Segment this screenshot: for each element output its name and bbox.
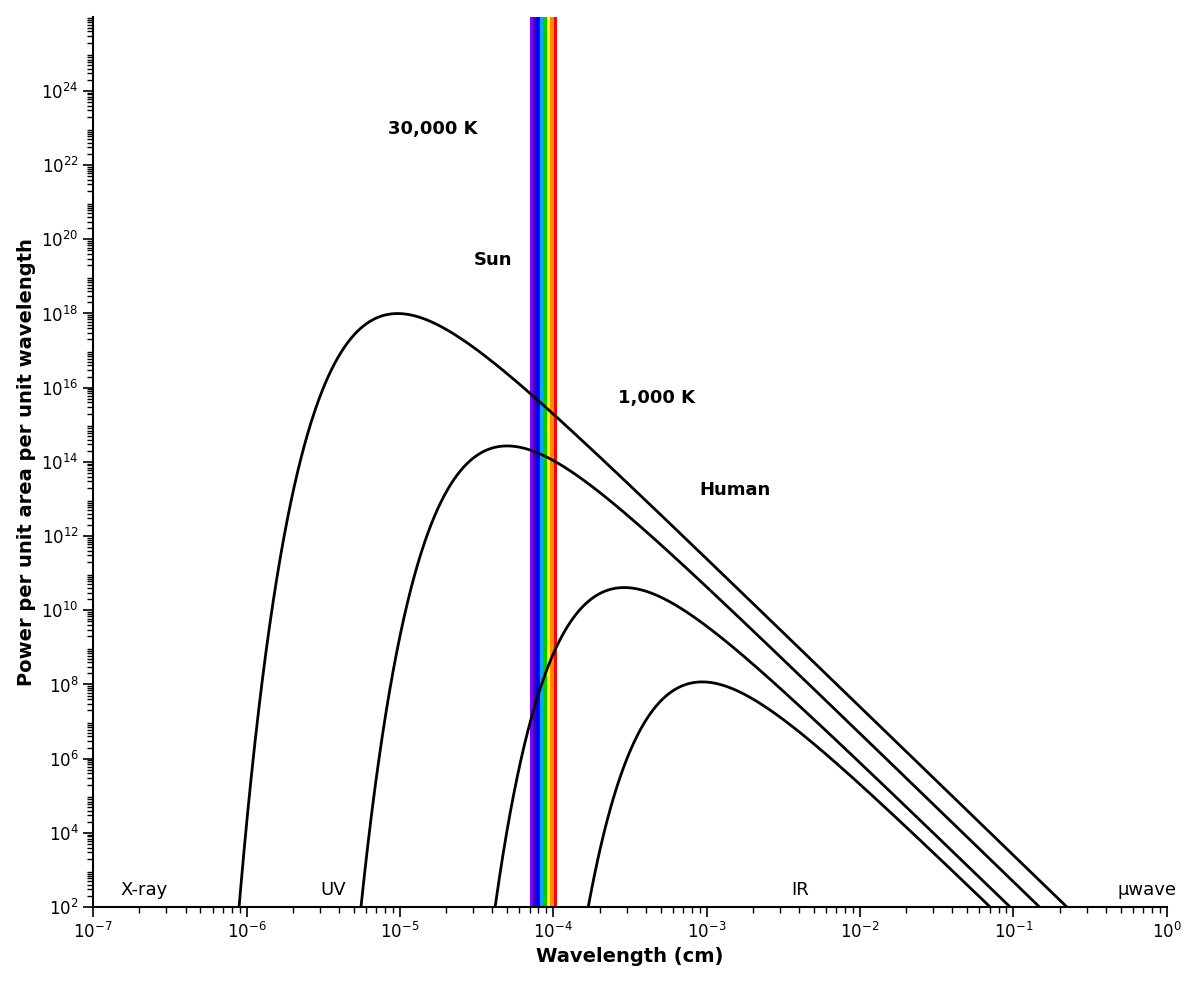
Bar <box>547 17 551 907</box>
Bar <box>536 17 540 907</box>
Text: X-ray: X-ray <box>121 881 168 899</box>
X-axis label: Wavelength (cm): Wavelength (cm) <box>536 948 724 966</box>
Text: Human: Human <box>700 482 770 499</box>
Text: 1,000 K: 1,000 K <box>618 388 695 407</box>
Text: 30,000 K: 30,000 K <box>388 120 478 138</box>
Text: μwave: μwave <box>1117 881 1177 899</box>
Bar <box>553 17 557 907</box>
Bar <box>529 17 533 907</box>
Y-axis label: Power per unit area per unit wavelength: Power per unit area per unit wavelength <box>17 238 36 686</box>
Bar <box>551 17 553 907</box>
Bar <box>533 17 536 907</box>
Bar <box>540 17 544 907</box>
Bar <box>544 17 547 907</box>
Text: IR: IR <box>791 881 809 899</box>
Text: Sun: Sun <box>474 252 512 269</box>
Text: UV: UV <box>320 881 346 899</box>
